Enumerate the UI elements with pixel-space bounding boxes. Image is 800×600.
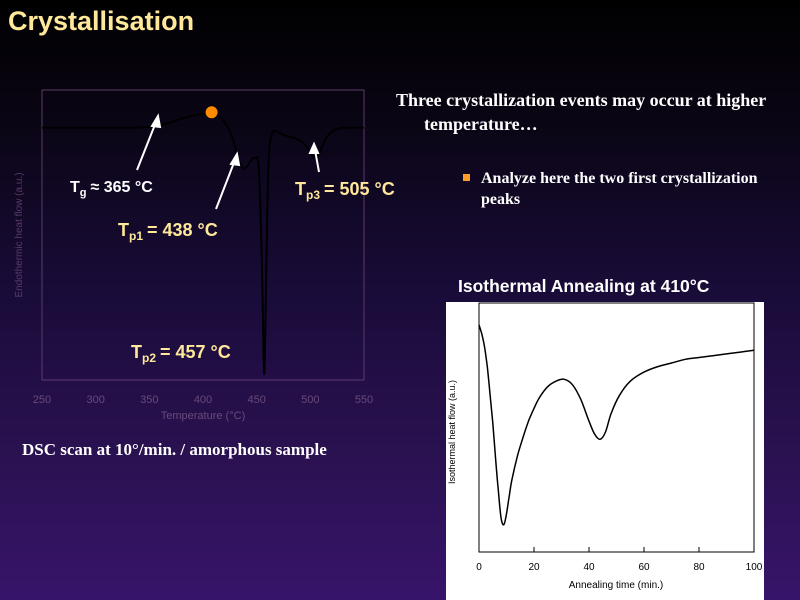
x-tick-label: 20 <box>528 562 540 573</box>
sub-bullet-text: Analyze here the two first crystallizati… <box>481 170 758 208</box>
x-tick-label: 100 <box>746 562 763 573</box>
dsc-series-line <box>41 112 365 376</box>
iso-plot-frame <box>478 302 755 553</box>
x-tick-label: 400 <box>194 394 212 406</box>
x-tick-label: 0 <box>476 562 482 573</box>
x-tick-label: 500 <box>301 394 319 406</box>
iso-series-line <box>478 324 755 526</box>
tp1-arrow <box>215 159 236 210</box>
x-tick-label: 450 <box>247 394 265 406</box>
tp2-label: Tp2 = 457 °C <box>131 342 231 365</box>
iso-x-axis-label: Annealing time (min.) <box>569 580 663 591</box>
x-tick-label: 300 <box>86 394 104 406</box>
tg-arrow <box>136 121 157 171</box>
iso-y-axis-label: Isothermal heat flow (a.u.) <box>447 380 457 484</box>
dsc-y-axis-label: Endothermic heat flow (a.u.) <box>14 172 25 297</box>
iso-x-tick-labels: 0 20 40 60 80 100 <box>476 562 763 573</box>
bullet-main: Three crystallization events may occur a… <box>396 90 766 134</box>
sub-bullet: Analyze here the two first crystallizati… <box>463 168 781 210</box>
x-tick-label: 550 <box>355 394 373 406</box>
x-tick-label: 80 <box>693 562 705 573</box>
tp3-label: Tp3 = 505 °C <box>295 179 395 202</box>
x-tick-label: 60 <box>638 562 650 573</box>
tp1-label: Tp1 = 438 °C <box>118 220 218 243</box>
slide-title: Crystallisation <box>8 6 195 36</box>
iso-panel-background <box>446 302 764 600</box>
dsc-plot-frame <box>41 89 365 381</box>
tg-label: Tg ≈ 365 °C <box>70 179 153 199</box>
x-tick-label: 350 <box>140 394 158 406</box>
tp1-arrowhead <box>229 151 241 167</box>
bullet-square-icon <box>463 174 470 181</box>
iso-x-tick-marks <box>478 547 755 552</box>
x-tick-label: 250 <box>33 394 51 406</box>
dsc-onset-marker <box>205 106 218 119</box>
dsc-x-axis-label: Temperature (°C) <box>161 410 245 422</box>
annotation-arrows <box>136 113 320 210</box>
tp3-arrowhead <box>308 141 320 154</box>
iso-chart-title: Isothermal Annealing at 410°C <box>458 276 710 296</box>
x-tick-label: 40 <box>583 562 595 573</box>
dsc-x-tick-labels: 250 300 350 400 450 500 550 <box>33 394 373 406</box>
tg-arrowhead <box>150 113 162 129</box>
dsc-caption: DSC scan at 10°/min. / amorphous sample <box>22 440 327 459</box>
